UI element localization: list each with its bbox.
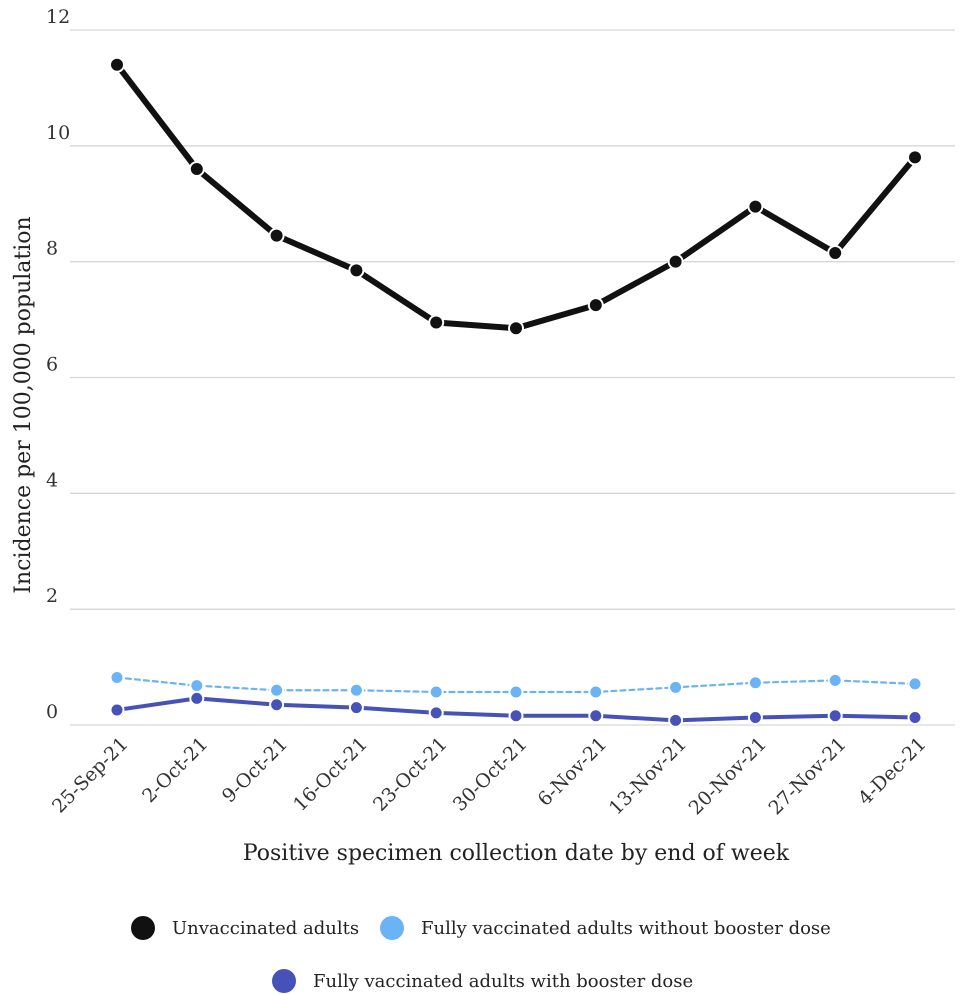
series-lines	[109, 56, 923, 728]
series-0	[109, 56, 923, 337]
legend-marker-unvaccinated	[131, 916, 155, 940]
legend-label-with-booster: Fully vaccinated adults with booster dos…	[313, 971, 693, 992]
series-line	[114, 61, 918, 332]
series-1	[109, 670, 923, 700]
data-point	[109, 702, 125, 718]
x-tick-label: 6-Nov-21	[534, 733, 612, 811]
data-point	[109, 56, 125, 73]
x-tick-label: 25-Sep-21	[48, 733, 133, 818]
x-tick-label: 27-Nov-21	[764, 733, 850, 819]
data-point	[428, 684, 444, 700]
legend-marker-with-booster	[272, 969, 296, 993]
data-point	[587, 297, 604, 314]
legend-label-without-booster: Fully vaccinated adults without booster …	[421, 918, 831, 939]
data-point	[189, 690, 205, 706]
data-point	[189, 678, 205, 694]
x-tick-label: 4-Dec-21	[854, 733, 931, 810]
data-point	[268, 227, 285, 244]
data-point	[827, 708, 843, 724]
y-tick-label: 4	[46, 469, 58, 491]
data-point	[907, 709, 923, 725]
legend: Unvaccinated adults Fully vaccinated adu…	[131, 916, 831, 993]
y-axis-label: Incidence per 100,000 population	[11, 216, 36, 593]
data-point	[827, 672, 843, 688]
data-point	[348, 262, 365, 279]
x-tick-label: 30-Oct-21	[449, 733, 532, 816]
data-point	[747, 709, 763, 725]
y-tick-label: 2	[46, 585, 58, 607]
x-tick-label: 20-Nov-21	[685, 733, 771, 819]
data-point	[188, 161, 205, 177]
data-point	[348, 700, 364, 716]
y-tick-label: 6	[46, 354, 58, 376]
x-tick-label: 23-Oct-21	[369, 733, 452, 816]
legend-marker-without-booster	[380, 916, 404, 940]
data-point	[747, 675, 763, 691]
data-point	[907, 676, 923, 692]
data-point	[428, 705, 444, 721]
y-tick-labels: 0 2 4 6 8 10 12	[46, 6, 70, 723]
data-point	[109, 670, 125, 686]
data-point	[508, 320, 524, 337]
data-point	[907, 149, 923, 166]
data-point	[827, 244, 844, 261]
grid-lines	[70, 29, 955, 726]
y-tick-label: 0	[46, 701, 58, 723]
data-point	[668, 679, 684, 695]
y-tick-label: 10	[46, 122, 70, 144]
x-tick-label: 2-Oct-21	[138, 733, 212, 807]
x-tick-label: 13-Nov-21	[605, 733, 691, 819]
data-point	[667, 253, 684, 270]
data-point	[428, 314, 445, 331]
data-point	[588, 684, 604, 700]
data-point	[668, 712, 684, 728]
data-point	[508, 684, 524, 700]
legend-label-unvaccinated: Unvaccinated adults	[172, 918, 359, 939]
data-point	[588, 708, 604, 724]
y-tick-label: 8	[46, 238, 58, 260]
data-point	[269, 697, 285, 713]
x-axis-label: Positive specimen collection date by end…	[243, 841, 790, 866]
x-tick-label: 9-Oct-21	[218, 733, 292, 807]
series-2	[109, 690, 923, 728]
x-tick-labels: 25-Sep-21 2-Oct-21 9-Oct-2116-Oct-2123-Oct…	[48, 733, 931, 819]
y-tick-label: 12	[46, 6, 70, 28]
data-point	[508, 708, 524, 724]
data-point	[269, 682, 285, 698]
data-point	[348, 682, 364, 698]
data-point	[747, 198, 764, 215]
x-tick-label: 16-Oct-21	[289, 733, 372, 816]
